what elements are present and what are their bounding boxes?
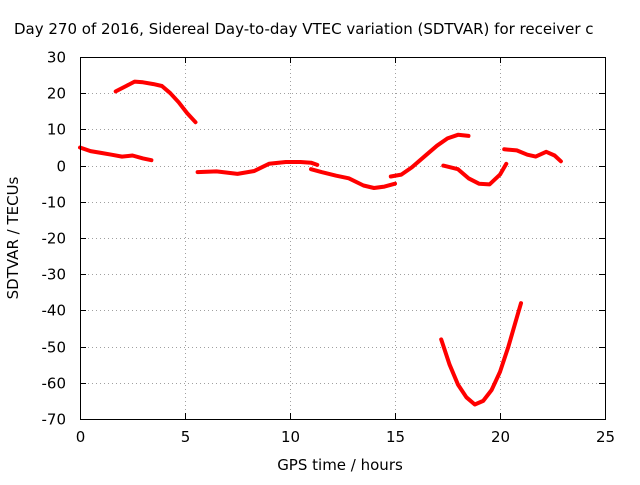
x-tick-label: 20 bbox=[491, 428, 510, 446]
series-segment-6 bbox=[441, 161, 509, 187]
y-tick-label: -70 bbox=[42, 411, 67, 429]
y-tick-label: -50 bbox=[42, 339, 67, 357]
series-segment-2 bbox=[113, 79, 198, 125]
plot-frame bbox=[80, 57, 606, 420]
y-tick-label: 0 bbox=[56, 158, 66, 176]
chart-title: Day 270 of 2016, Sidereal Day-to-day VTE… bbox=[14, 20, 594, 38]
y-axis-label: SDTVAR / TECUs bbox=[4, 176, 22, 299]
grid bbox=[80, 57, 605, 419]
y-tick-label: -60 bbox=[42, 375, 67, 393]
axis-ticks bbox=[80, 57, 606, 420]
series-segment-5 bbox=[388, 132, 471, 179]
y-tick-label: 20 bbox=[47, 85, 66, 103]
series-segment-7 bbox=[502, 147, 563, 164]
y-tick-label: -40 bbox=[42, 302, 67, 320]
x-tick-label: 10 bbox=[281, 428, 300, 446]
series-segment-3 bbox=[195, 160, 320, 176]
series-segment-8 bbox=[439, 301, 523, 407]
y-tick-label: -20 bbox=[42, 230, 67, 248]
series-segment-1 bbox=[78, 145, 154, 163]
y-tick-labels: 30 20 10 0 -10 -20 -30 -40 -50 -60 -70 bbox=[42, 49, 67, 429]
y-tick-label: 30 bbox=[47, 49, 66, 67]
y-tick-label: 10 bbox=[47, 121, 66, 139]
x-tick-label: 5 bbox=[181, 428, 191, 446]
x-axis-label: GPS time / hours bbox=[277, 456, 403, 474]
y-tick-label: -10 bbox=[42, 194, 67, 212]
series-segment-4 bbox=[309, 167, 397, 190]
y-tick-label: -30 bbox=[42, 266, 67, 284]
x-tick-labels: 0 5 10 15 20 25 bbox=[76, 428, 615, 446]
x-tick-label: 25 bbox=[596, 428, 615, 446]
x-tick-label: 0 bbox=[76, 428, 86, 446]
series-group bbox=[78, 79, 563, 407]
x-tick-label: 15 bbox=[386, 428, 405, 446]
